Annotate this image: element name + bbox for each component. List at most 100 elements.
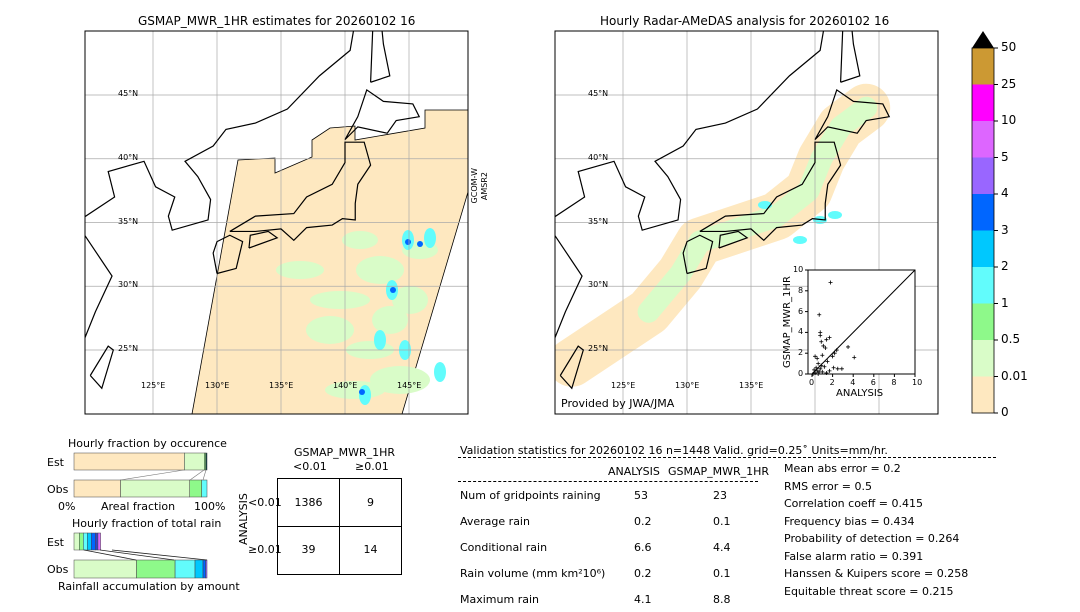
colorbar-label: 0 <box>1001 405 1009 419</box>
scatter-point <box>834 348 839 353</box>
colorbar-extend-arrow <box>972 31 994 48</box>
rain-area <box>392 286 428 314</box>
colorbar-segment <box>972 267 994 304</box>
lon-label: 130°E <box>675 381 700 390</box>
coastline <box>212 234 244 275</box>
lat-label: 25°N <box>118 344 139 353</box>
scatter-point <box>835 366 840 371</box>
score-line: Frequency bias = 0.434 <box>784 514 915 528</box>
stats-col-gsmap: GSMAP_MWR_1HR <box>668 465 770 478</box>
contingency-title: GSMAP_MWR_1HR <box>294 446 396 459</box>
cell-false-alarm: 9 <box>367 496 374 509</box>
contingency-table: 1386 9 39 14 <box>277 478 402 575</box>
scatter-point <box>814 365 819 370</box>
lon-label: 145°E <box>397 381 422 390</box>
occ-obs-label: Obs <box>47 483 69 496</box>
y-tick-label: 2 <box>798 348 804 358</box>
colorbar-segment <box>972 84 994 121</box>
colorbar-label: 5 <box>1001 149 1009 164</box>
y-tick-label: 10 <box>793 265 804 274</box>
scatter-point <box>825 359 830 364</box>
occ-est-segment <box>73 452 185 471</box>
rain-area <box>342 231 378 249</box>
lat-label: 45°N <box>588 89 609 98</box>
colorbar-segment <box>972 194 994 231</box>
row-label-ge: ≥0.01 <box>248 543 282 556</box>
rain-obs-segment <box>136 559 176 579</box>
scatter-point <box>828 280 833 285</box>
lon-label: 125°E <box>611 381 636 390</box>
rain-fraction-title: Hourly fraction of total rain <box>72 517 222 530</box>
sensor-label: AMSR2 <box>480 172 489 201</box>
colorbar-label: 3 <box>1001 222 1009 237</box>
stat-gsmap-value: 23 <box>713 489 727 502</box>
lat-label: 35°N <box>118 216 139 226</box>
scatter-point <box>819 363 824 368</box>
scatter-point <box>827 368 832 373</box>
lon-label: 140°E <box>333 381 358 390</box>
scatter-point <box>815 356 820 361</box>
stat-label: Rain volume (mm km²10⁶) <box>460 567 606 580</box>
colorbar-label: 10 <box>1001 113 1017 127</box>
stats-col-analysis: ANALYSIS <box>608 465 660 478</box>
lat-label: 35°N <box>588 216 609 226</box>
scatter-point <box>813 370 818 375</box>
stat-label: Maximum rain <box>460 593 539 606</box>
stat-label: Num of gridpoints raining <box>460 489 601 502</box>
stat-analysis-value: 0.2 <box>634 567 652 580</box>
scatter-point <box>812 367 817 372</box>
x-tick-label: 2 <box>829 378 835 387</box>
rain-cell <box>424 228 436 248</box>
right-map-title: Hourly Radar-AMeDAS analysis for 2026010… <box>600 14 890 28</box>
coastline <box>718 230 749 249</box>
scatter-point <box>815 368 820 373</box>
stat-analysis-value: 4.1 <box>634 593 652 606</box>
map-frame <box>554 30 939 415</box>
colorbar-segment <box>972 303 994 340</box>
scatter-point <box>816 372 821 376</box>
colorbar-segment <box>972 48 994 85</box>
occ-0-label: 0% <box>58 500 76 513</box>
lon-label: 135°E <box>269 381 294 390</box>
rain-obs-segment <box>205 559 208 579</box>
rain-cell <box>828 211 842 219</box>
coastline <box>89 345 115 390</box>
colorbar-segment <box>972 230 994 267</box>
rain-obs-segment <box>194 559 204 579</box>
rain-area <box>356 256 404 284</box>
x-tick-label: 8 <box>891 378 897 387</box>
occ-est-segment <box>205 452 208 471</box>
y-tick-label: 8 <box>798 285 804 295</box>
scatter-point <box>824 337 829 342</box>
scatter-point <box>822 364 827 369</box>
colorbar-segment <box>972 340 994 377</box>
coastline <box>555 31 825 340</box>
occ-100-label: 100% <box>194 500 226 513</box>
lat-label: 40°N <box>588 152 609 162</box>
cell-miss: 39 <box>301 543 316 556</box>
rain-est-segment <box>97 532 101 551</box>
coastline <box>699 141 842 242</box>
occ-est-segment <box>184 452 205 471</box>
col-label-ge: ≥0.01 <box>355 460 389 473</box>
coastline <box>559 345 585 390</box>
cell-hits-none: 1386 <box>294 496 323 509</box>
colorbar-segment <box>972 121 994 158</box>
scatter-point <box>823 346 828 350</box>
stat-analysis-value: 6.6 <box>634 541 652 554</box>
lat-label: 40°N <box>118 152 139 162</box>
stat-analysis-value: 0.2 <box>634 515 652 528</box>
score-line: Mean abs error = 0.2 <box>784 462 901 475</box>
lat-label: 45°N <box>118 89 139 98</box>
scatter-point <box>817 312 822 317</box>
coastline <box>229 141 372 242</box>
colorbar-segment <box>972 157 994 194</box>
rain-est-segment <box>87 532 92 551</box>
scatter-point <box>813 354 818 359</box>
scatter-point <box>846 344 851 349</box>
lon-label: 125°E <box>141 381 166 390</box>
y-tick-label: 4 <box>798 327 804 337</box>
stats-header: Validation statistics for 20260102 16 n=… <box>460 444 888 457</box>
heavy-rain-cell <box>405 239 411 245</box>
